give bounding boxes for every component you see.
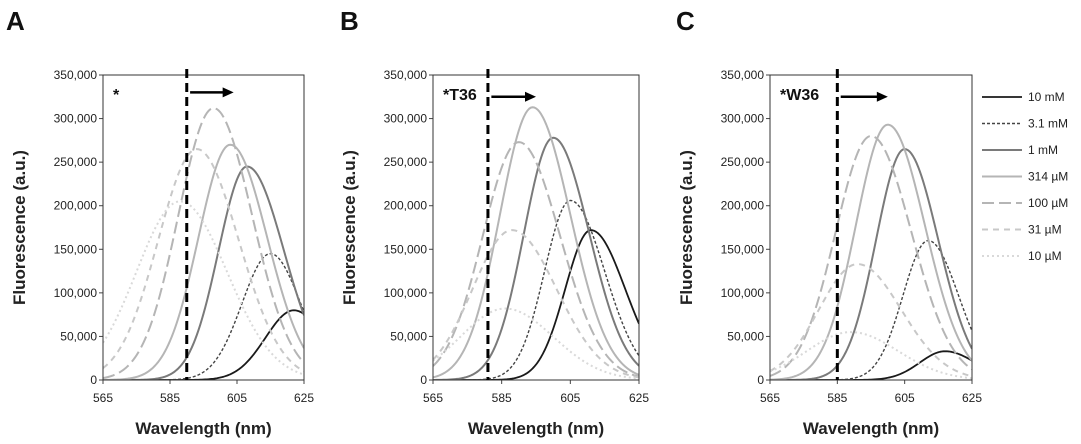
legend-item-3-1-mm: 3.1 mM — [982, 117, 1068, 131]
shift-arrow-head — [222, 87, 234, 98]
series-line-10-um — [433, 307, 639, 380]
legend-item-10-mm: 10 mM — [982, 90, 1065, 104]
panel-letter: A — [6, 6, 25, 36]
y-tick-label: 250,000 — [384, 155, 428, 169]
series-line-10-mm — [770, 350, 972, 380]
y-tick-label: 50,000 — [60, 329, 97, 343]
series-line-31-um — [103, 148, 304, 373]
x-axis-title: Wavelength (nm) — [135, 419, 271, 438]
panel-annotation: *W36 — [780, 87, 819, 104]
y-axis-title: Fluorescence (a.u.) — [677, 150, 696, 305]
legend-item-314-um: 314 µM — [982, 170, 1068, 184]
y-tick-label: 350,000 — [54, 68, 98, 82]
x-tick-label: 585 — [160, 391, 180, 405]
y-tick-label: 0 — [757, 373, 764, 387]
y-tick-label: 250,000 — [721, 155, 765, 169]
series-line-314-um — [433, 106, 639, 379]
legend-label: 31 µM — [1028, 223, 1062, 237]
series-line-314-um — [103, 143, 304, 380]
y-tick-label: 150,000 — [54, 242, 98, 256]
x-tick-label: 605 — [895, 391, 915, 405]
x-tick-label: 585 — [492, 391, 512, 405]
x-tick-label: 565 — [93, 391, 113, 405]
y-tick-label: 50,000 — [390, 329, 427, 343]
y-tick-label: 350,000 — [384, 68, 428, 82]
y-tick-label: 100,000 — [384, 286, 428, 300]
y-tick-label: 150,000 — [384, 242, 428, 256]
x-tick-label: 565 — [423, 391, 443, 405]
x-tick-label: 625 — [294, 391, 314, 405]
plot-frame — [102, 74, 305, 381]
series-line-10-um — [103, 200, 304, 376]
legend-item-10-um: 10 µM — [982, 249, 1062, 263]
x-tick-label: 585 — [827, 391, 847, 405]
panel-c: C 0 50,000 100,000 150,000 200,000 250,000 300,… — [676, 6, 982, 438]
x-tick-label: 565 — [760, 391, 780, 405]
series-line-314-um — [770, 123, 972, 380]
panel-annotation: * — [113, 87, 120, 104]
legend-item-100-um: 100 µM — [982, 196, 1068, 210]
series-line-1-mm — [433, 136, 639, 380]
panel-annotation: *T36 — [443, 87, 477, 104]
series-line-1-mm — [103, 165, 304, 380]
y-tick-label: 350,000 — [721, 68, 765, 82]
legend-item-31-um: 31 µM — [982, 223, 1062, 237]
legend-label: 10 mM — [1028, 90, 1065, 104]
series-line-100-um — [770, 135, 972, 377]
series-line-10-um — [770, 331, 972, 380]
y-tick-label: 300,000 — [54, 112, 98, 126]
plot-frame — [769, 74, 973, 381]
x-axis-title: Wavelength (nm) — [468, 419, 604, 438]
y-tick-label: 300,000 — [721, 112, 765, 126]
series-lines — [103, 107, 304, 380]
y-tick-label: 300,000 — [384, 112, 428, 126]
shift-arrow-head — [525, 91, 536, 102]
shift-arrow-head — [876, 91, 888, 102]
series-line-100-um — [103, 107, 304, 380]
x-tick-label: 625 — [962, 391, 982, 405]
legend-label: 10 µM — [1028, 249, 1062, 263]
x-tick-label: 625 — [629, 391, 649, 405]
series-lines — [433, 106, 639, 380]
legend-item-1-mm: 1 mM — [982, 143, 1058, 157]
y-tick-label: 200,000 — [54, 199, 98, 213]
legend: 10 mM 3.1 mM 1 mM 314 µM 100 µM 31 µM 10 µM — [982, 90, 1068, 263]
series-line-31-um — [433, 229, 639, 379]
y-axis-title: Fluorescence (a.u.) — [340, 150, 359, 305]
plot-frame — [432, 74, 640, 381]
panel-b: B 0 50,000 100,000 150,000 200,000 250,000 300,… — [340, 6, 649, 438]
legend-label: 3.1 mM — [1028, 117, 1068, 131]
panel-letter: B — [340, 6, 359, 36]
series-line-10-mm — [433, 229, 639, 380]
y-tick-label: 200,000 — [721, 199, 765, 213]
panels-layer: A 0 50,000 100,000 150,000 200,000 250,000 300,… — [6, 6, 982, 438]
y-tick-label: 200,000 — [384, 199, 428, 213]
y-tick-label: 250,000 — [54, 155, 98, 169]
series-line-31-um — [770, 263, 972, 378]
series-lines — [770, 123, 972, 380]
y-tick-label: 0 — [420, 373, 427, 387]
legend-label: 1 mM — [1028, 143, 1058, 157]
y-tick-label: 50,000 — [727, 329, 764, 343]
x-axis-title: Wavelength (nm) — [803, 419, 939, 438]
y-tick-label: 100,000 — [721, 286, 765, 300]
x-tick-label: 605 — [560, 391, 580, 405]
y-tick-label: 100,000 — [54, 286, 98, 300]
panel-a: A 0 50,000 100,000 150,000 200,000 250,000 300,… — [6, 6, 314, 438]
series-line-3-1-mm — [433, 199, 639, 380]
y-tick-label: 150,000 — [721, 242, 765, 256]
y-axis-title: Fluorescence (a.u.) — [10, 150, 29, 305]
y-tick-label: 0 — [90, 373, 97, 387]
legend-label: 314 µM — [1028, 170, 1068, 184]
panel-letter: C — [676, 6, 695, 36]
x-tick-label: 605 — [227, 391, 247, 405]
legend-label: 100 µM — [1028, 196, 1068, 210]
